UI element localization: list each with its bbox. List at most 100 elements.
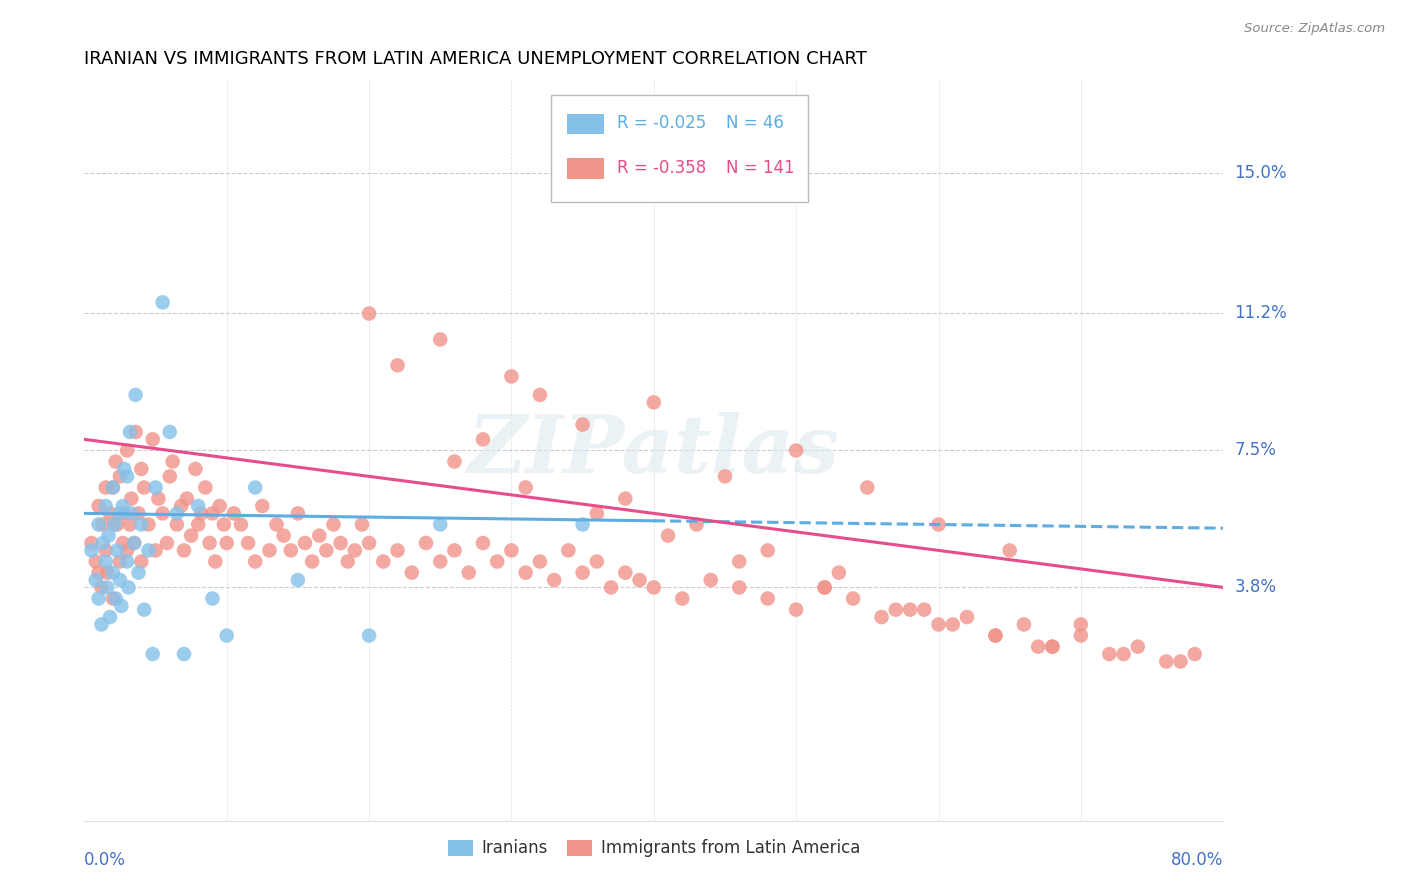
- FancyBboxPatch shape: [551, 95, 807, 202]
- Point: [204, 554, 226, 569]
- Point: [814, 581, 837, 595]
- Point: [101, 566, 124, 580]
- Point: [245, 554, 267, 569]
- Point: [429, 517, 451, 532]
- Point: [101, 591, 124, 606]
- Point: [97, 528, 120, 542]
- Point: [343, 543, 366, 558]
- Point: [80, 536, 103, 550]
- Point: [884, 602, 907, 616]
- Point: [115, 443, 138, 458]
- Point: [350, 517, 373, 532]
- Text: R = -0.358: R = -0.358: [617, 159, 707, 177]
- Point: [1126, 640, 1149, 654]
- Point: [1070, 628, 1092, 642]
- Point: [280, 543, 302, 558]
- Text: N = 141: N = 141: [725, 159, 794, 177]
- Point: [87, 517, 110, 532]
- Point: [429, 332, 451, 346]
- Point: [138, 517, 160, 532]
- Point: [94, 499, 117, 513]
- Point: [486, 554, 509, 569]
- Point: [127, 507, 149, 521]
- Point: [294, 536, 316, 550]
- Text: 80.0%: 80.0%: [1171, 851, 1223, 869]
- Point: [201, 591, 224, 606]
- Point: [96, 581, 118, 595]
- Point: [1012, 617, 1035, 632]
- Point: [671, 591, 693, 606]
- Point: [643, 581, 665, 595]
- Point: [245, 480, 267, 494]
- Point: [91, 536, 114, 550]
- Point: [814, 581, 837, 595]
- Point: [714, 469, 737, 483]
- Point: [984, 628, 1007, 642]
- Point: [91, 517, 114, 532]
- Point: [984, 628, 1007, 642]
- Point: [287, 507, 309, 521]
- Point: [1042, 640, 1064, 654]
- Point: [308, 528, 330, 542]
- Text: R = -0.025: R = -0.025: [617, 114, 707, 132]
- Point: [159, 469, 181, 483]
- Point: [120, 507, 142, 521]
- Point: [259, 543, 281, 558]
- Point: [928, 517, 950, 532]
- Point: [162, 454, 184, 468]
- Point: [134, 602, 156, 616]
- Point: [1026, 640, 1049, 654]
- Point: [912, 602, 935, 616]
- Point: [700, 573, 723, 587]
- Point: [685, 517, 707, 532]
- Point: [108, 554, 131, 569]
- Point: [457, 566, 479, 580]
- Point: [329, 536, 352, 550]
- Text: 0.0%: 0.0%: [84, 851, 127, 869]
- Point: [108, 469, 131, 483]
- Point: [515, 566, 537, 580]
- Point: [315, 543, 337, 558]
- Point: [1070, 617, 1092, 632]
- Point: [166, 517, 188, 532]
- Point: [472, 433, 495, 447]
- Point: [94, 480, 117, 494]
- Point: [166, 507, 188, 521]
- Point: [194, 480, 217, 494]
- Point: [120, 491, 142, 506]
- Point: [287, 573, 309, 587]
- Point: [190, 507, 212, 521]
- Point: [273, 528, 295, 542]
- Point: [359, 536, 381, 550]
- Point: [956, 610, 979, 624]
- Point: [156, 536, 179, 550]
- Point: [501, 369, 523, 384]
- Point: [828, 566, 851, 580]
- Point: [515, 480, 537, 494]
- Point: [104, 454, 127, 468]
- Point: [472, 536, 495, 550]
- Point: [614, 566, 637, 580]
- Point: [131, 462, 153, 476]
- Point: [443, 543, 465, 558]
- Point: [87, 591, 110, 606]
- Point: [942, 617, 965, 632]
- Point: [756, 591, 779, 606]
- Text: IRANIAN VS IMMIGRANTS FROM LATIN AMERICA UNEMPLOYMENT CORRELATION CHART: IRANIAN VS IMMIGRANTS FROM LATIN AMERICA…: [84, 50, 868, 68]
- Point: [110, 599, 132, 613]
- Legend: Iranians, Immigrants from Latin America: Iranians, Immigrants from Latin America: [441, 833, 866, 864]
- Point: [401, 566, 423, 580]
- Point: [252, 499, 274, 513]
- Point: [614, 491, 637, 506]
- Point: [87, 499, 110, 513]
- Point: [90, 581, 112, 595]
- Point: [148, 491, 170, 506]
- Point: [1098, 647, 1121, 661]
- Point: [387, 543, 409, 558]
- Point: [108, 507, 131, 521]
- Point: [222, 507, 245, 521]
- Point: [108, 573, 131, 587]
- Point: [111, 536, 134, 550]
- Point: [145, 480, 167, 494]
- FancyBboxPatch shape: [567, 113, 603, 135]
